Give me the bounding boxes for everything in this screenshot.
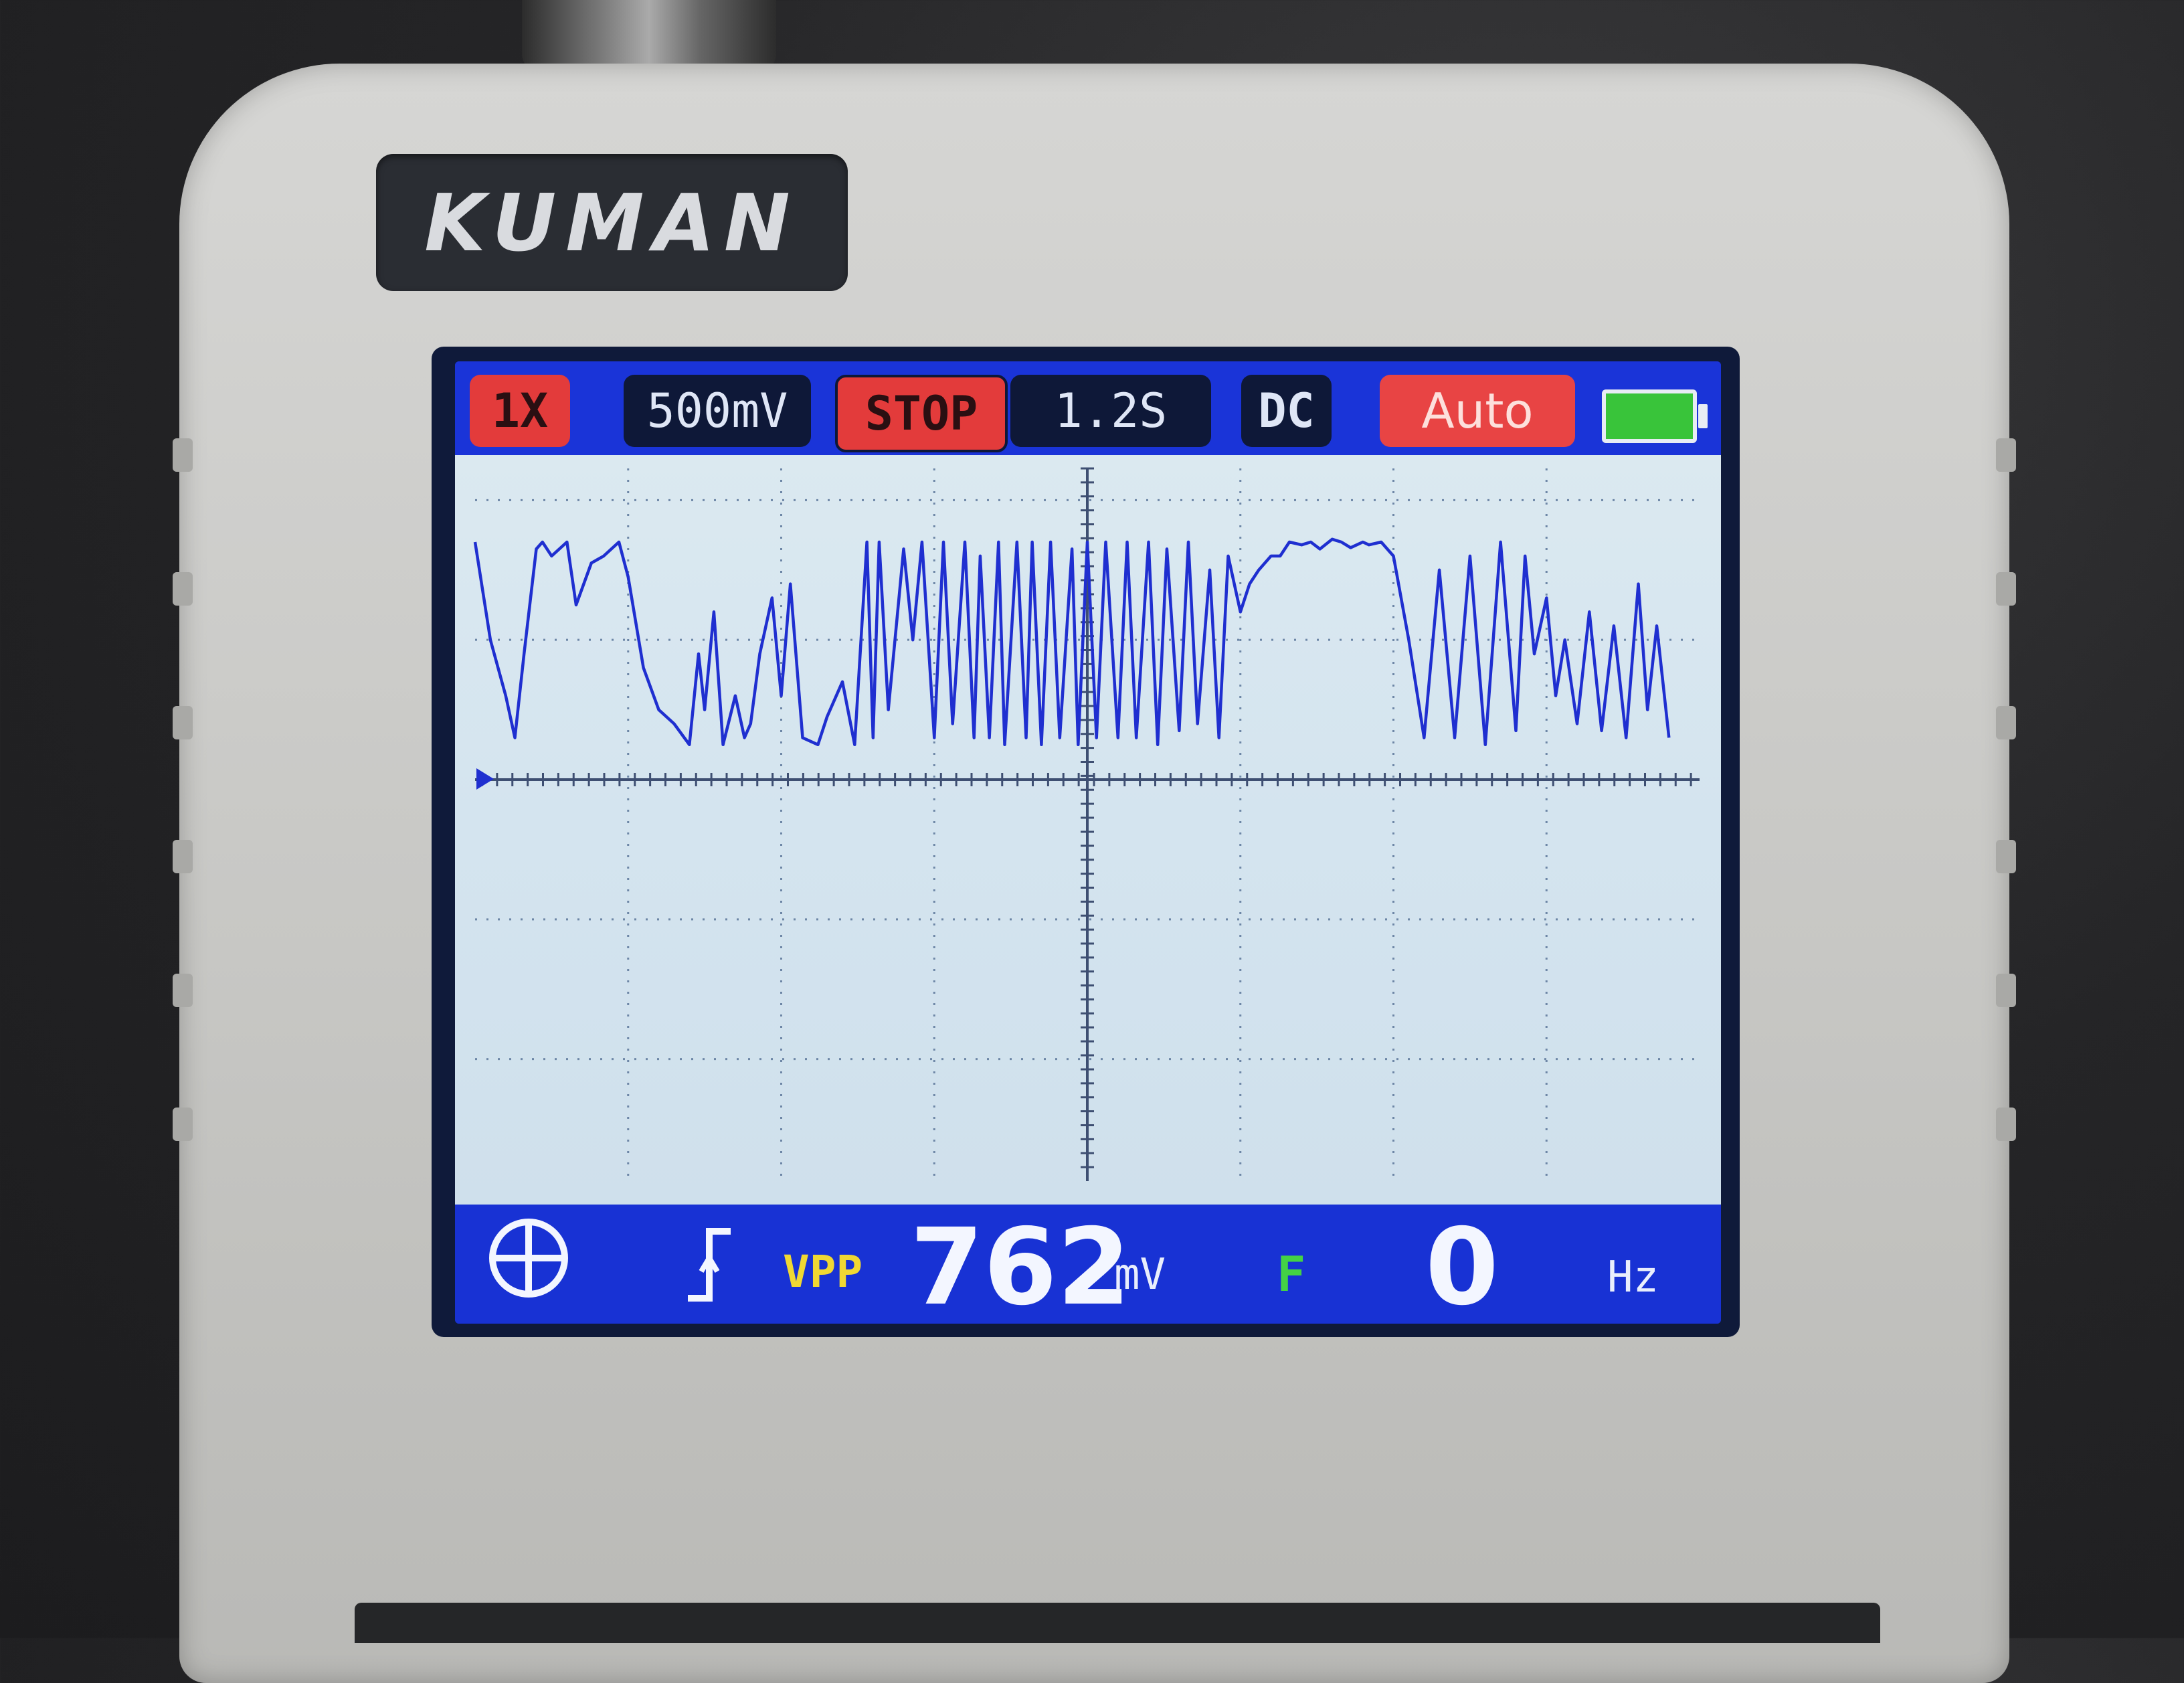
volts-per-division[interactable]: 500mV <box>624 375 811 447</box>
crosshair-cursor-icon[interactable] <box>485 1215 572 1302</box>
brand-logo: KUMAN <box>376 154 848 291</box>
run-stop-state[interactable]: STOP <box>835 375 1008 452</box>
grip-rib <box>173 572 193 606</box>
frequency-value: 0 <box>1425 1206 1499 1324</box>
grip-rib <box>173 1108 193 1141</box>
time-per-division[interactable]: 1.2S <box>1010 375 1211 447</box>
brand-name: KUMAN <box>424 176 800 269</box>
measurement-bar: VPP 762 mV F 0 Hz <box>455 1205 1721 1324</box>
grip-rib <box>1996 1108 2016 1141</box>
grip-rib <box>1996 706 2016 739</box>
vpp-value: 762 <box>910 1206 1131 1324</box>
grip-rib <box>173 438 193 472</box>
vpp-label: VPP <box>783 1246 863 1298</box>
ground-level-marker-icon <box>476 768 494 790</box>
status-bar: 1X 500mV STOP 1.2S DC Auto <box>455 361 1721 455</box>
probe-attenuation[interactable]: 1X <box>470 375 570 447</box>
grip-rib <box>1996 572 2016 606</box>
grip-rib <box>173 974 193 1007</box>
waveform-plot <box>455 455 1721 1205</box>
button-panel-edge <box>355 1603 1880 1643</box>
trigger-mode[interactable]: Auto <box>1380 375 1575 447</box>
grip-rib <box>1996 840 2016 873</box>
grip-rib <box>173 706 193 739</box>
coupling-mode[interactable]: DC <box>1241 375 1332 447</box>
battery-full-icon <box>1602 389 1708 443</box>
waveform-trace <box>473 537 1671 747</box>
frequency-unit: Hz <box>1607 1253 1659 1302</box>
vpp-unit: mV <box>1114 1250 1166 1300</box>
lcd-screen: 1X 500mV STOP 1.2S DC Auto VPP 762 mV F … <box>455 361 1721 1324</box>
rising-edge-trigger-icon[interactable] <box>682 1225 736 1305</box>
frequency-label: F <box>1277 1246 1306 1302</box>
waveform-svg <box>473 467 1700 1181</box>
grip-rib <box>1996 974 2016 1007</box>
grip-rib <box>173 840 193 873</box>
grip-rib <box>1996 438 2016 472</box>
probe-connector <box>522 0 776 74</box>
